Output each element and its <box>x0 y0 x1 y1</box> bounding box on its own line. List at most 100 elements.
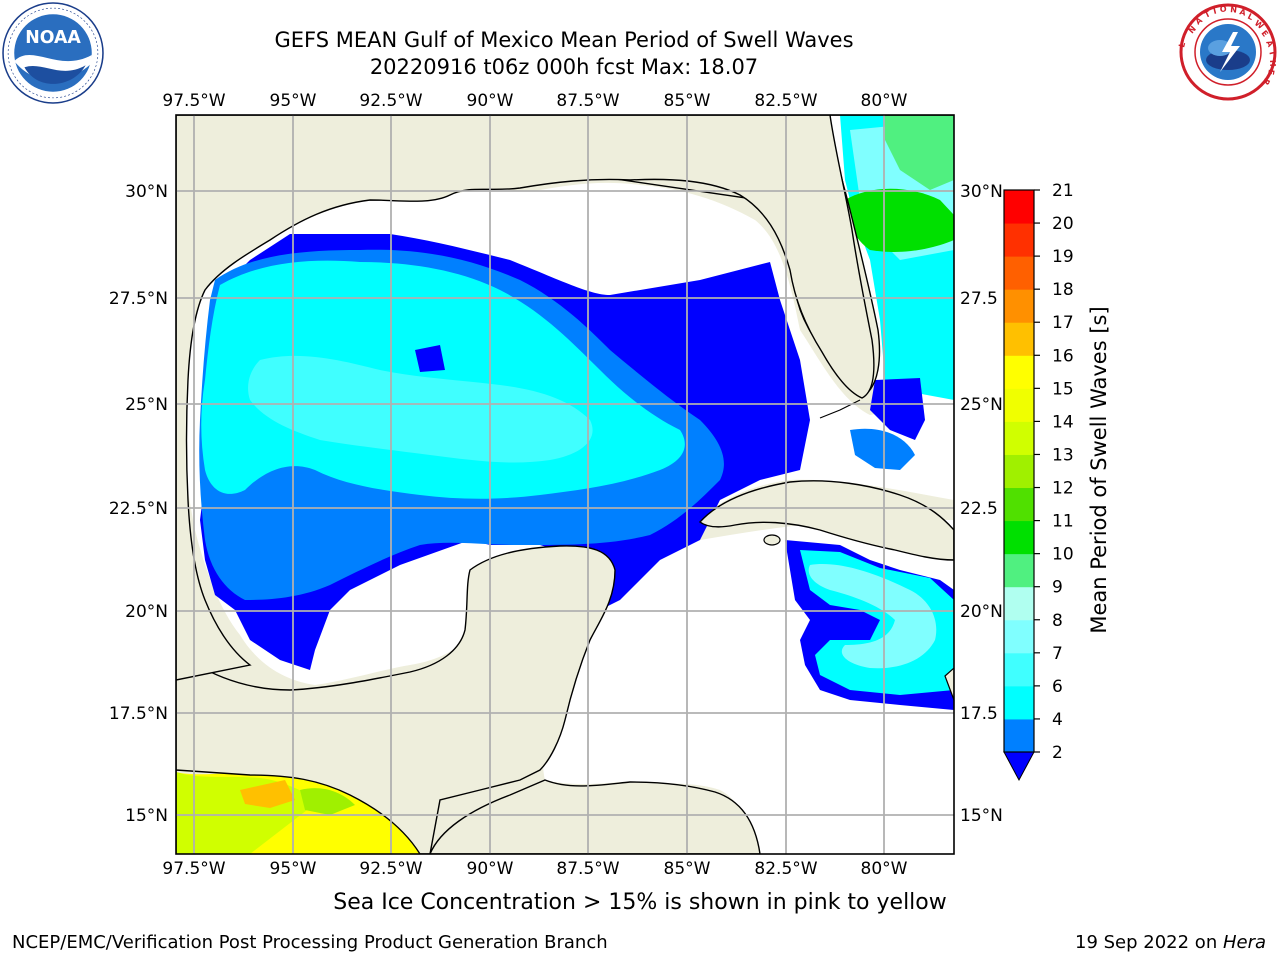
lon-tick-label: 85°W <box>664 91 711 111</box>
lon-tick-label: 82.5°W <box>754 91 817 111</box>
colorbar-segment <box>1004 388 1034 422</box>
sea-ice-note: Sea Ice Concentration > 15% is shown in … <box>333 890 947 915</box>
svg-text:NOAA: NOAA <box>25 28 81 48</box>
svg-text:O: O <box>1220 5 1228 14</box>
svg-text:N: N <box>1230 5 1238 15</box>
lat-tick-label: 17.5 <box>960 704 998 724</box>
lon-tick-label: 87.5°W <box>556 859 619 879</box>
svg-text:T: T <box>1267 49 1277 57</box>
svg-text:L: L <box>1178 41 1187 48</box>
colorbar-segment <box>1004 223 1034 257</box>
lon-tick-label: 97.5°W <box>162 859 225 879</box>
colorbar: 2 4 6 7 8 9 10 11 12 13 14 15 16 17 18 19 20 21 <box>1003 181 1074 782</box>
svg-text:T: T <box>1203 9 1212 20</box>
lat-ticks-right: 30°N 27.5 25°N 22.5 20°N 17.5 15°N <box>960 182 1003 826</box>
credit-date: 19 Sep 2022 on Hera <box>1075 932 1266 953</box>
colorbar-segment <box>1004 685 1034 720</box>
svg-text:A: A <box>1194 15 1205 26</box>
colorbar-extend-arrow <box>1003 751 1035 782</box>
lon-tick-label: 80°W <box>861 859 908 879</box>
colorbar-segment <box>1004 355 1034 389</box>
colorbar-tick-label: 18 <box>1052 280 1074 300</box>
svg-text:L: L <box>1246 12 1255 22</box>
lon-tick-label: 95°W <box>270 91 317 111</box>
svg-text:H: H <box>1268 60 1277 67</box>
lat-tick-label: 25°N <box>960 395 1003 415</box>
colorbar-tick-label: 19 <box>1052 247 1074 267</box>
noaa-logo: NOAA <box>2 2 104 104</box>
lon-tick-label: 90°W <box>467 859 514 879</box>
colorbar-tick-label: 15 <box>1052 379 1074 399</box>
us-gulf-coast-land <box>176 115 875 681</box>
cuba-land <box>698 480 954 561</box>
colorbar-segment <box>1004 586 1034 621</box>
colorbar-tick-label: 12 <box>1052 479 1074 499</box>
colorbar-tick-label: 17 <box>1052 313 1074 333</box>
lat-tick-label: 20°N <box>125 602 168 622</box>
lon-tick-label: 92.5°W <box>359 91 422 111</box>
colorbar-tick-label: 8 <box>1052 611 1063 631</box>
lon-tick-label: 97.5°W <box>162 91 225 111</box>
lat-tick-label: 30°N <box>960 182 1003 202</box>
lon-ticks-top: 97.5°W 95°W 92.5°W 90°W 87.5°W 85°W 82.5… <box>162 91 907 111</box>
national-weather-service-logo: N A T I O N A L W E A T H E R L <box>1178 3 1277 101</box>
credit-branch: NCEP/EMC/Verification Post Processing Pr… <box>12 932 608 953</box>
lat-tick-label: 17.5°N <box>109 704 168 724</box>
colorbar-tick-label: 10 <box>1052 545 1074 565</box>
lat-tick-label: 27.5 <box>960 289 998 309</box>
colorbar-segment <box>1004 322 1034 356</box>
lat-tick-label: 15°N <box>125 806 168 826</box>
lon-tick-label: 87.5°W <box>556 91 619 111</box>
pacific-swell-field <box>176 772 355 854</box>
map-border <box>175 114 955 855</box>
colorbar-segment <box>1004 520 1034 555</box>
map-frame-content <box>176 115 954 854</box>
lat-tick-label: 22.5°N <box>109 499 168 519</box>
lat-tick-label: 20°N <box>960 602 1003 622</box>
central-america-land <box>429 779 761 854</box>
colorbar-segment <box>1004 487 1034 522</box>
map-subtitle: 20220916 t06z 000h fcst Max: 18.07 <box>369 55 759 79</box>
svg-text:A: A <box>1264 39 1275 49</box>
map-title: GEFS MEAN Gulf of Mexico Mean Period of … <box>274 28 854 52</box>
lon-tick-label: 85°W <box>664 859 711 879</box>
svg-text:I: I <box>1212 6 1217 15</box>
lon-tick-label: 80°W <box>861 91 908 111</box>
colorbar-segment <box>1004 553 1034 588</box>
colorbar-tick-label: 7 <box>1052 644 1063 664</box>
lat-tick-label: 15°N <box>960 806 1003 826</box>
colorbar-segment <box>1004 718 1034 753</box>
gridlines <box>176 115 954 854</box>
swell-field <box>199 234 810 670</box>
colorbar-segment <box>1004 454 1034 489</box>
colorbar-label: Mean Period of Swell Waves [s] <box>1087 306 1111 633</box>
colorbar-segment <box>1004 421 1034 455</box>
lat-tick-label: 22.5 <box>960 499 998 519</box>
credit-host: Hera <box>1222 932 1266 953</box>
lat-tick-label: 25°N <box>125 395 168 415</box>
lon-tick-label: 90°W <box>467 91 514 111</box>
svg-text:R: R <box>1261 77 1272 86</box>
hispaniola-land <box>944 667 954 701</box>
colorbar-tick-label: 13 <box>1052 445 1074 465</box>
yucatan-land <box>176 545 616 854</box>
lon-tick-label: 82.5°W <box>754 859 817 879</box>
svg-text:N: N <box>1187 24 1198 35</box>
lat-ticks-left: 30°N 27.5°N 25°N 22.5°N 20°N 17.5°N 15°N <box>109 182 168 826</box>
svg-text:E: E <box>1266 69 1276 76</box>
colorbar-tick-label: 14 <box>1052 412 1074 432</box>
colorbar-tick-label: 21 <box>1052 181 1074 201</box>
colorbar-border <box>1003 189 1035 753</box>
caribbean-swell-field <box>785 540 954 710</box>
colorbar-tick-label: 4 <box>1052 710 1063 730</box>
lat-tick-label: 27.5°N <box>109 289 168 309</box>
atlantic-swell-field <box>840 115 954 470</box>
colorbar-segment <box>1004 190 1034 224</box>
colorbar-segment <box>1004 652 1034 687</box>
lon-tick-label: 95°W <box>270 859 317 879</box>
lon-ticks-bottom: 97.5°W 95°W 92.5°W 90°W 87.5°W 85°W 82.5… <box>162 859 907 879</box>
colorbar-segment <box>1004 289 1034 323</box>
colorbar-segment <box>1004 619 1034 654</box>
svg-text:A: A <box>1238 7 1247 18</box>
